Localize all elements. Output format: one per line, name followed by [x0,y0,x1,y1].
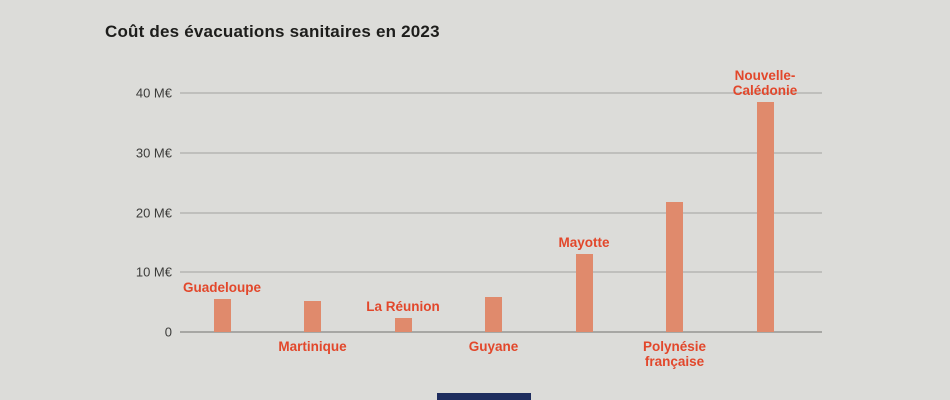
gridline [180,211,822,214]
bar [666,201,683,332]
bottom-strip [437,393,531,400]
chart-title: Coût des évacuations sanitaires en 2023 [105,22,440,41]
category-label: Polynésie française [642,339,707,369]
category-label: Martinique [278,339,347,354]
y-axis-tick-label: 40 M€ [135,85,172,101]
y-axis-tick-label: 0 [164,324,172,340]
y-axis-tick-label: 20 M€ [135,205,172,220]
bar [213,299,231,332]
gridline [180,331,822,333]
category-label: Nouvelle- Calédonie [732,67,798,98]
gridline [180,271,822,274]
bar [575,254,593,332]
bar [485,297,502,332]
category-label: Guadeloupe [182,280,262,296]
bar [304,300,321,332]
y-axis-tick-label: 30 M€ [135,145,172,161]
category-label: La Réunion [366,299,440,315]
y-axis-tick-label: 10 M€ [135,264,172,280]
gridline [180,92,822,94]
bar [756,101,774,332]
bar [394,318,412,332]
category-label: Guyane [468,339,519,354]
category-label: Mayotte [558,235,610,251]
gridline [180,151,822,154]
